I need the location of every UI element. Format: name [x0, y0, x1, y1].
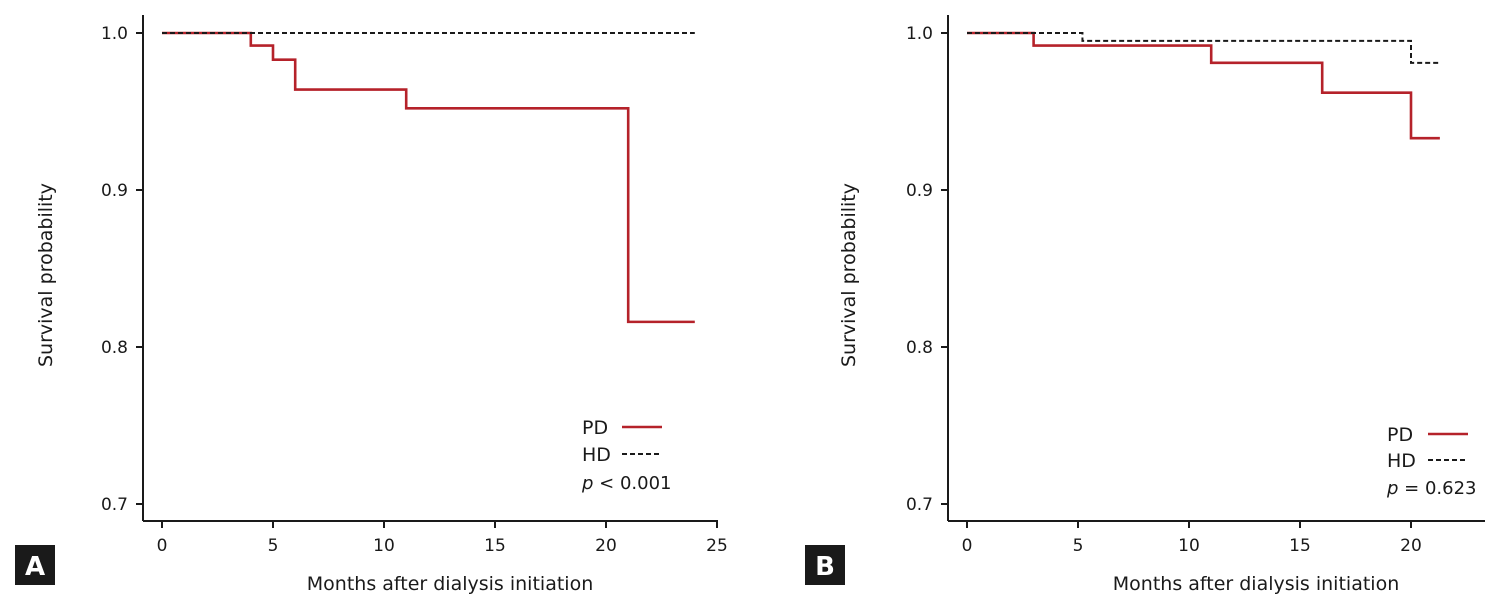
x-tick-label: 0: [962, 536, 973, 556]
panel-letter: A: [25, 552, 45, 582]
x-tick-label: 5: [1073, 536, 1084, 556]
x-tick-label: 20: [595, 536, 617, 556]
p-value-annotation: p < 0.001: [581, 473, 672, 494]
x-tick-label: 5: [268, 536, 279, 556]
y-axis-title: Survival probability: [838, 183, 860, 367]
legend-label-pd: PD: [1387, 424, 1413, 446]
legend-label-pd: PD: [582, 417, 608, 439]
series-line-pd: [967, 31, 1440, 140]
y-tick-label: 0.9: [906, 181, 933, 201]
p-value-text: < 0.001: [593, 473, 671, 494]
y-tick-label: 1.0: [906, 24, 933, 44]
x-tick-label: 0: [157, 536, 168, 556]
x-tick-label: 10: [373, 536, 395, 556]
panel-letter: B: [815, 552, 835, 582]
y-tick-label: 0.7: [101, 495, 128, 515]
series-line-hd: [967, 32, 1440, 64]
y-tick-label: 0.7: [906, 495, 933, 515]
y-tick-label: 0.9: [101, 181, 128, 201]
p-value-symbol: p: [1386, 478, 1398, 499]
x-tick-label: 15: [1289, 536, 1311, 556]
panel-b: 0.7 0.8 0.9 1.0 0 5 10 15 20 Survival probability…: [805, 15, 1485, 595]
panel-letter-box: [15, 545, 55, 585]
x-tick-label: 20: [1400, 536, 1422, 556]
legend-label-hd: HD: [582, 444, 611, 466]
x-tick-label: 10: [1178, 536, 1200, 556]
x-tick-label: 15: [484, 536, 506, 556]
y-tick-label: 0.8: [101, 338, 128, 358]
y-axis-title: Survival probability: [35, 183, 57, 367]
p-value-text: = 0.623: [1398, 478, 1476, 499]
p-value-annotation: p = 0.623: [1386, 478, 1477, 499]
y-tick-label: 0.8: [906, 338, 933, 358]
series-line-pd: [162, 31, 695, 324]
p-value-symbol: p: [581, 473, 593, 494]
x-tick-label: 25: [706, 536, 728, 556]
x-axis-title: Months after dialysis initiation: [307, 573, 593, 595]
x-axis-title: Months after dialysis initiation: [1113, 573, 1399, 595]
legend-label-hd: HD: [1387, 450, 1416, 472]
panel-letter-box: [805, 545, 845, 585]
panel-a: 0.7 0.8 0.9 1.0 0 5 10 15 20 25 Survival probabili…: [15, 15, 728, 595]
y-tick-label: 1.0: [101, 24, 128, 44]
